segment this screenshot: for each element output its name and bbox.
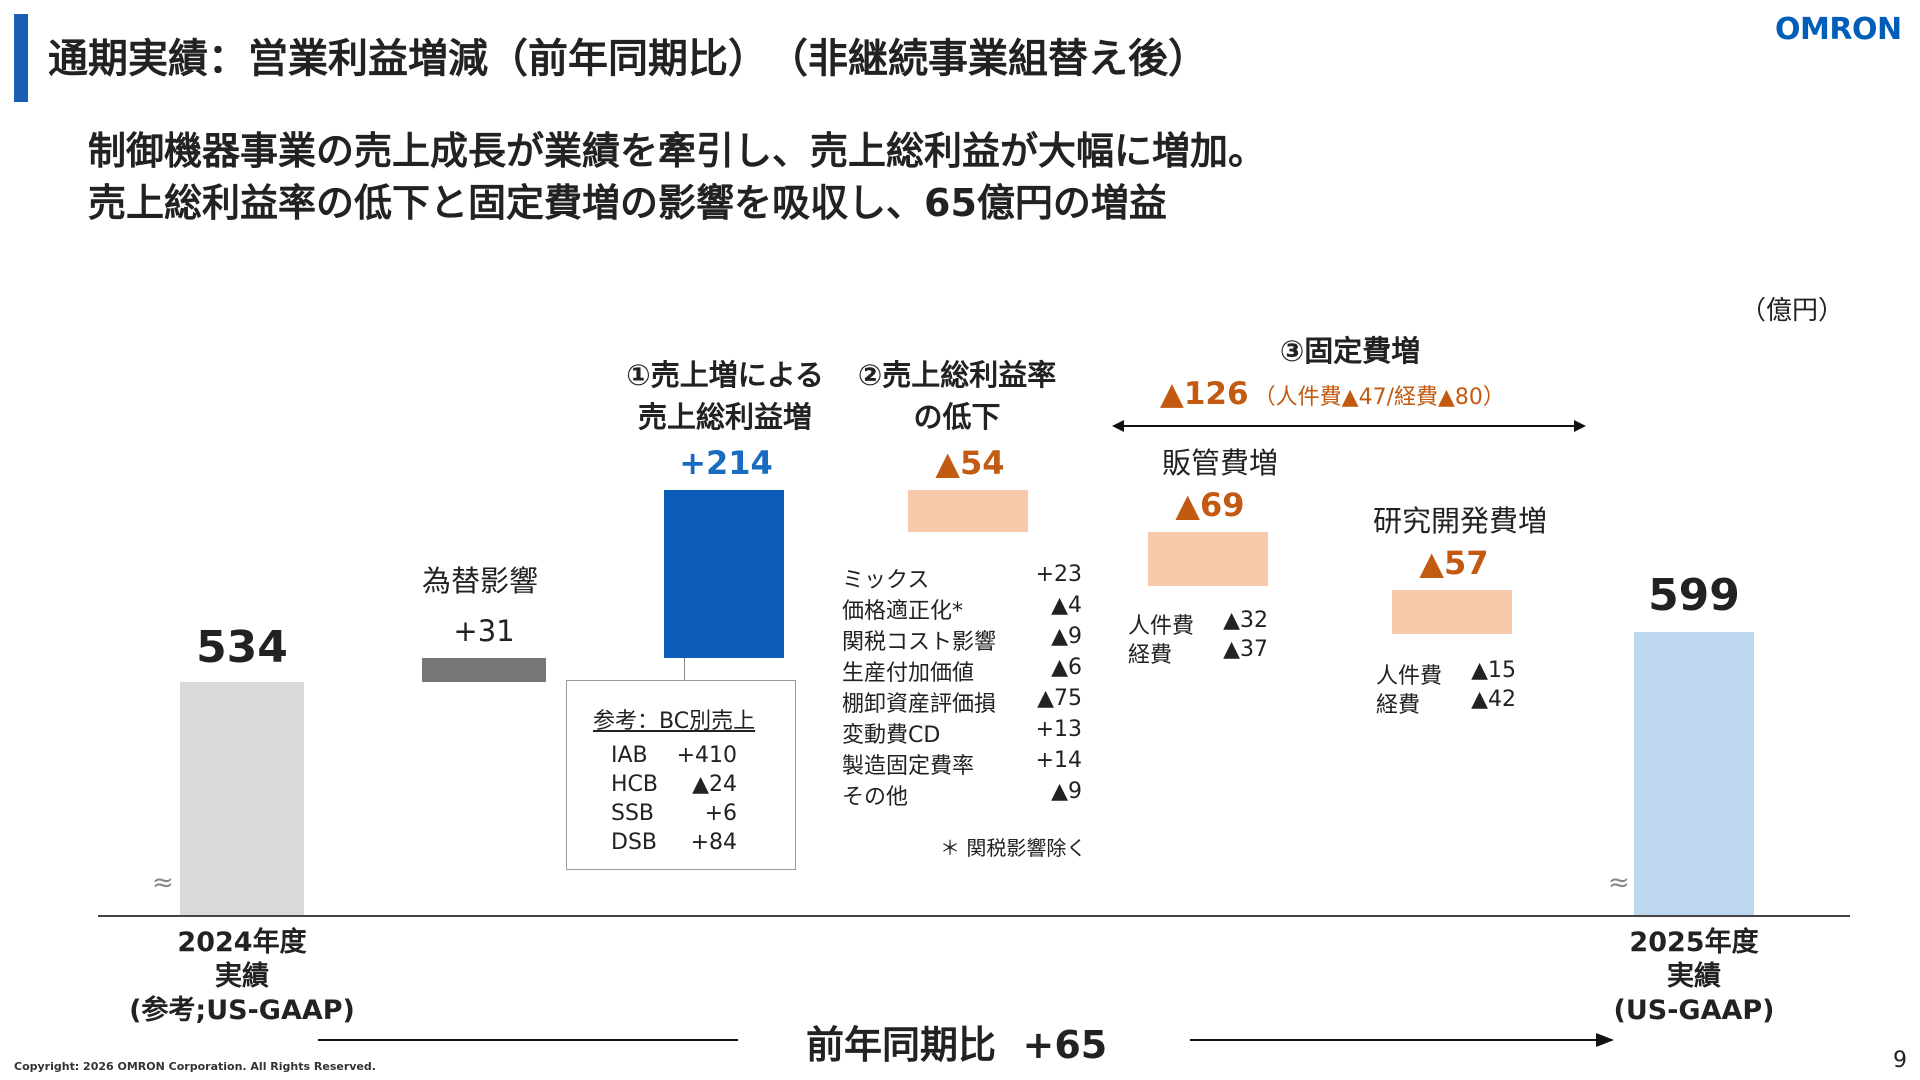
end-label-basis: (US-GAAP) bbox=[1613, 995, 1775, 1026]
page-number: 9 bbox=[1893, 1048, 1907, 1073]
bc-callout-line bbox=[684, 658, 685, 680]
margin-row-variable-cd: 変動費CD +13 bbox=[842, 717, 1082, 748]
comparison-line-left bbox=[318, 1039, 738, 1041]
bc-row-ssb: SSB +6 bbox=[611, 801, 737, 826]
fx-value-label: +31 bbox=[453, 614, 515, 648]
margin-row-fixed-rate: 製造固定費率 +14 bbox=[842, 748, 1082, 779]
rnd-row-expenses: 経費 ▲42 bbox=[1376, 687, 1516, 718]
comparison-value: +65 bbox=[1022, 1023, 1108, 1067]
bc-row-hcb: HCB ▲24 bbox=[611, 772, 737, 797]
headline-line-2: 売上総利益率の低下と固定費増の影響を吸収し、65億円の増益 bbox=[88, 181, 1167, 225]
fx-title: 為替影響 bbox=[421, 564, 538, 598]
margin-title-line1: ②売上総利益率 bbox=[857, 358, 1057, 392]
start-label-basis: (参考;US-GAAP) bbox=[129, 995, 355, 1026]
start-bar bbox=[180, 682, 304, 915]
unit-label: （億円） bbox=[1740, 296, 1845, 326]
start-label: 2024年度 実績 (参考;US-GAAP) bbox=[100, 926, 384, 1028]
rnd-bar bbox=[1392, 590, 1512, 634]
axis-break-icon-right: ≈ bbox=[1608, 868, 1630, 898]
sga-bar bbox=[1148, 532, 1268, 586]
bc-row-iab: IAB +410 bbox=[611, 743, 737, 768]
gross-profit-title: ①売上増による 売上総利益増 bbox=[610, 352, 840, 436]
comparison-arrow bbox=[1190, 1033, 1614, 1047]
fixed-cost-total-value: ▲126 bbox=[1160, 376, 1249, 412]
margin-value-label: ▲54 bbox=[935, 444, 1005, 482]
chart-baseline bbox=[98, 915, 1850, 917]
fixed-cost-breakdown: （人件費▲47/経費▲80） bbox=[1253, 385, 1505, 410]
copyright: Copyright: 2026 OMRON Corporation. All R… bbox=[14, 1060, 376, 1073]
fixed-cost-title: ③固定費増 bbox=[1279, 334, 1421, 368]
bc-sales-title: 参考：BC別売上 bbox=[593, 709, 756, 734]
sga-row-personnel: 人件費 ▲32 bbox=[1128, 608, 1268, 639]
end-label: 2025年度 実績 (US-GAAP) bbox=[1564, 926, 1824, 1028]
sga-value-label: ▲69 bbox=[1175, 486, 1245, 524]
margin-title-line2: の低下 bbox=[913, 400, 1001, 434]
fixed-cost-span-arrow bbox=[1112, 420, 1586, 432]
gross-profit-value-label: +214 bbox=[679, 444, 773, 482]
comparison-label-text: 前年同期比 bbox=[806, 1023, 997, 1067]
comparison-label: 前年同期比 +65 bbox=[806, 1014, 1107, 1069]
margin-row-mix: ミックス +23 bbox=[842, 562, 1082, 593]
margin-row-other: その他 ▲9 bbox=[842, 779, 1082, 810]
end-value-label: 599 bbox=[1648, 570, 1740, 621]
sga-title: 販管費増 bbox=[1161, 446, 1278, 480]
omron-logo: OMRON bbox=[1775, 12, 1902, 47]
start-label-year: 2024年度 bbox=[177, 927, 307, 958]
margin-row-pricing: 価格適正化* ▲4 bbox=[842, 593, 1082, 624]
rnd-row-personnel: 人件費 ▲15 bbox=[1376, 658, 1516, 689]
rnd-value-label: ▲57 bbox=[1419, 544, 1489, 582]
fx-bar bbox=[422, 658, 546, 682]
end-bar bbox=[1634, 632, 1754, 915]
margin-row-inventory: 棚卸資産評価損 ▲75 bbox=[842, 686, 1082, 717]
margin-bar bbox=[908, 490, 1028, 532]
start-value-label: 534 bbox=[196, 622, 288, 673]
margin-footnote: ＊ 関税影響除く bbox=[940, 836, 1087, 860]
gross-profit-title-line2: 売上総利益増 bbox=[637, 400, 812, 434]
margin-title: ②売上総利益率 の低下 bbox=[842, 352, 1072, 436]
end-label-year: 2025年度 bbox=[1629, 927, 1759, 958]
margin-row-value-added: 生産付加価値 ▲6 bbox=[842, 655, 1082, 686]
page-title: 通期実績：営業利益増減（前年同期比） （非継続事業組替え後） bbox=[48, 36, 1208, 82]
bc-row-dsb: DSB +84 bbox=[611, 830, 737, 855]
start-label-kind: 実績 bbox=[215, 961, 269, 992]
headline-line-1: 制御機器事業の売上成長が業績を牽引し、売上総利益が大幅に増加。 bbox=[88, 129, 1267, 173]
axis-break-icon: ≈ bbox=[152, 868, 174, 898]
sga-row-expenses: 経費 ▲37 bbox=[1128, 637, 1268, 668]
rnd-title: 研究開発費増 bbox=[1372, 504, 1547, 538]
gross-profit-title-line1: ①売上増による bbox=[626, 358, 824, 392]
bc-sales-box: 参考：BC別売上 IAB +410 HCB ▲24 SSB +6 DSB +84 bbox=[566, 680, 796, 870]
title-accent-bar bbox=[14, 14, 28, 102]
fixed-cost-total: ▲126 （人件費▲47/経費▲80） bbox=[1160, 376, 1505, 412]
gross-profit-bar bbox=[664, 490, 784, 658]
end-label-kind: 実績 bbox=[1667, 961, 1721, 992]
margin-row-tariff: 関税コスト影響 ▲9 bbox=[842, 624, 1082, 655]
